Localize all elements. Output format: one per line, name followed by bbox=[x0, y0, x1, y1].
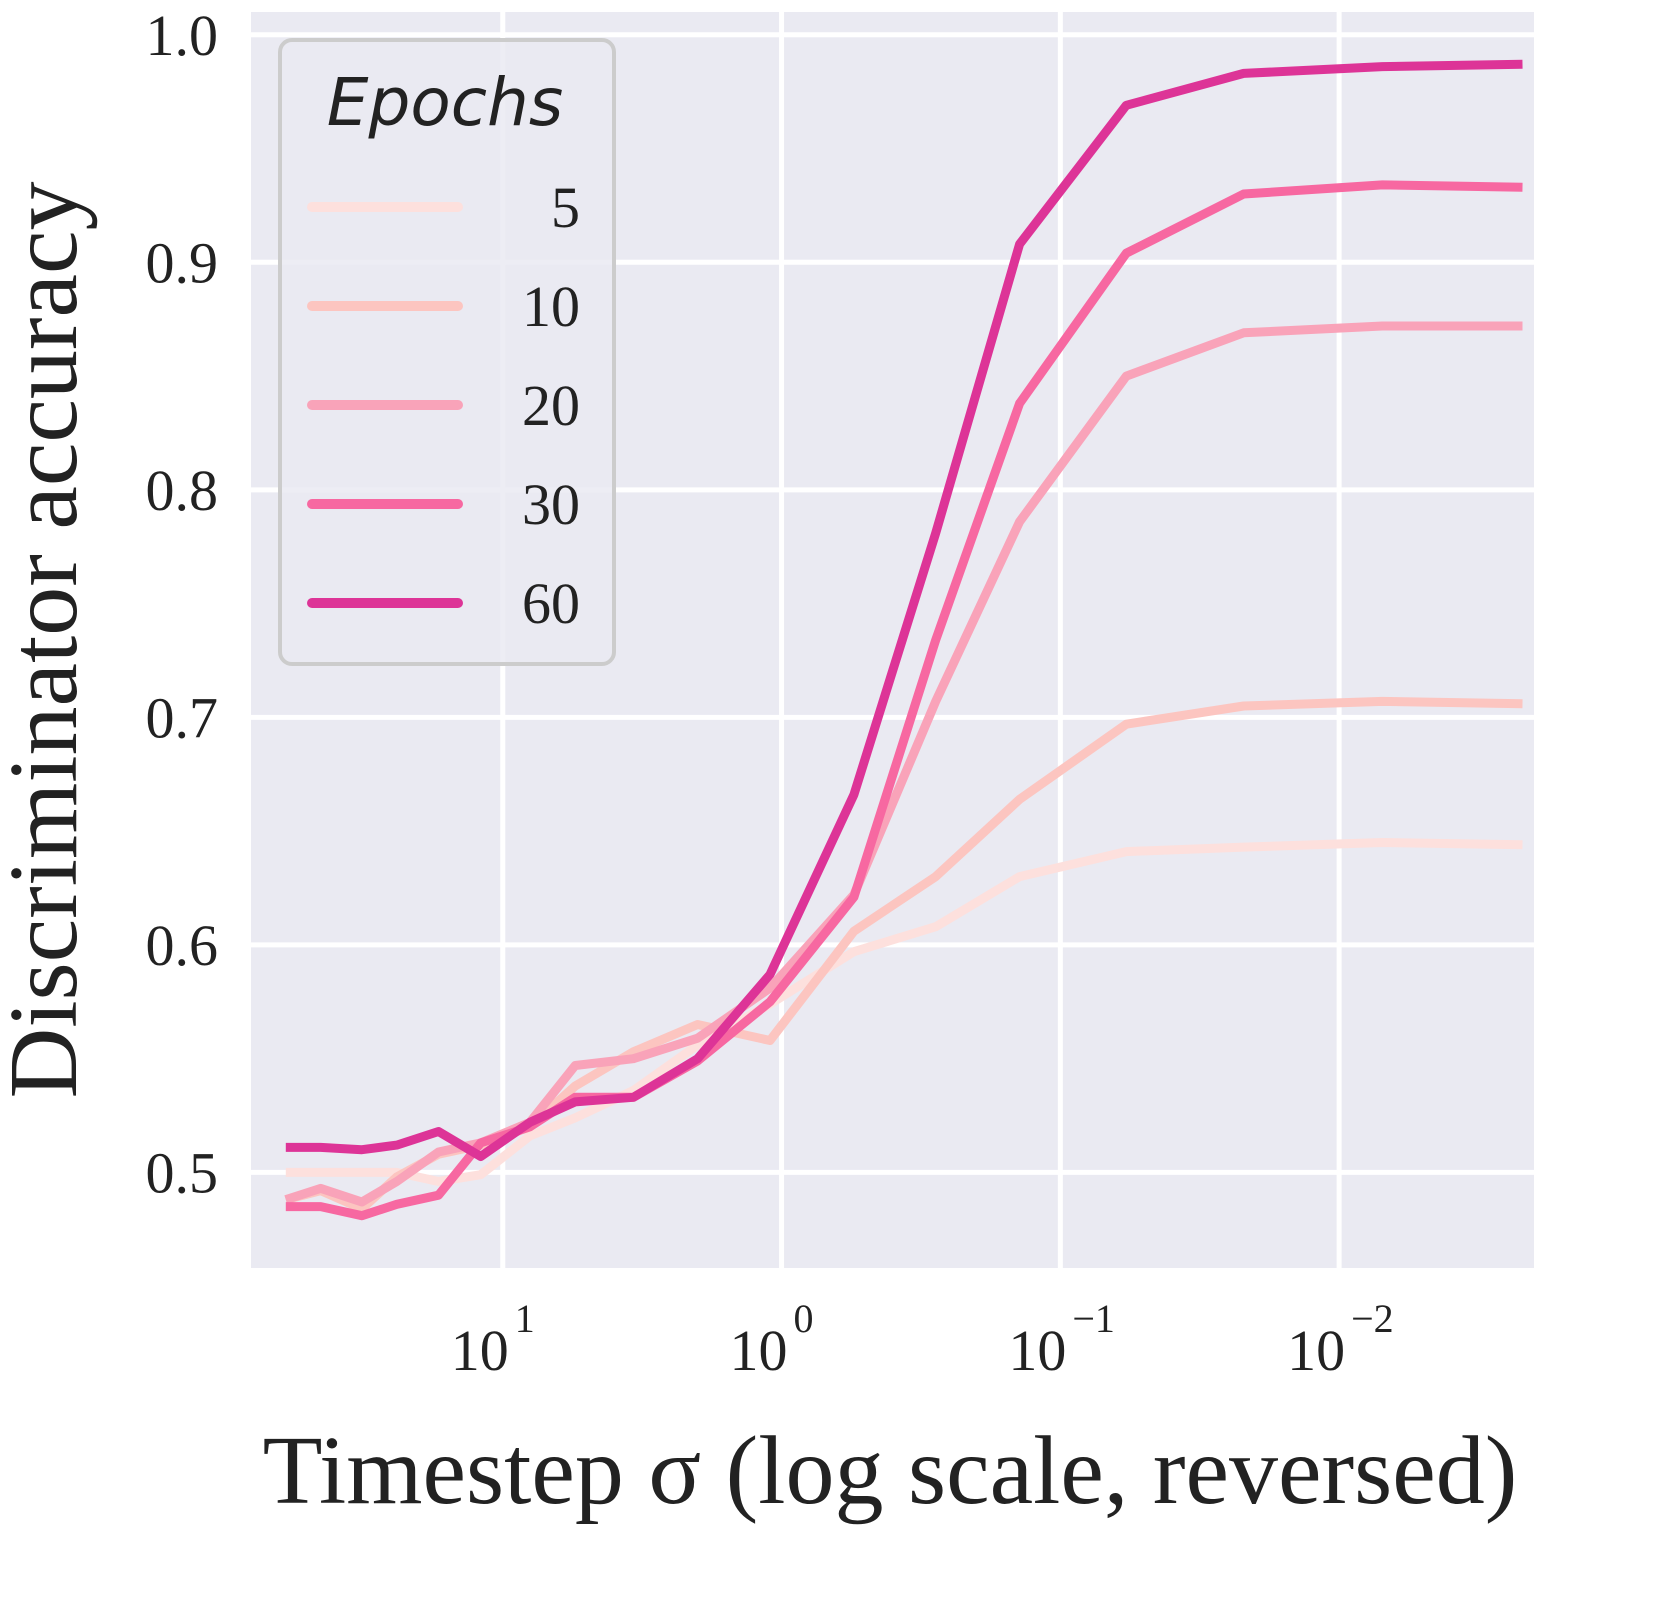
y-tick-label: 0.9 bbox=[146, 230, 219, 295]
y-tick-labels: 0.5 0.6 0.7 0.8 0.9 1.0 bbox=[146, 3, 219, 1206]
x-tick-base: 10 bbox=[451, 1318, 509, 1383]
x-tick-base: 10 bbox=[1287, 1318, 1345, 1383]
legend-entries: 5 10 20 30 60 bbox=[307, 175, 580, 636]
series-lines bbox=[284, 59, 1523, 1221]
y-axis-title: Discriminator accuracy bbox=[0, 182, 98, 1099]
x-tick-exponent: 1 bbox=[515, 1296, 535, 1341]
x-tick-exponent: −2 bbox=[1351, 1296, 1394, 1341]
series-line-60 bbox=[285, 59, 1523, 1161]
y-tick-label: 0.6 bbox=[146, 913, 219, 978]
legend-label-60: 60 bbox=[522, 571, 580, 636]
x-tick-label: 10 −1 bbox=[1008, 1296, 1115, 1383]
legend-label-30: 30 bbox=[522, 472, 580, 537]
y-tick-label: 0.5 bbox=[146, 1140, 219, 1205]
series-line-5 bbox=[285, 838, 1523, 1186]
x-tick-exponent: 0 bbox=[794, 1296, 814, 1341]
x-tick-label: 10 1 bbox=[451, 1296, 535, 1383]
legend-title: Epochs bbox=[327, 64, 563, 141]
series-line-20 bbox=[284, 321, 1523, 1207]
y-tick-label: 0.7 bbox=[146, 685, 219, 750]
y-tick-label: 1.0 bbox=[146, 3, 219, 68]
x-tick-label: 10 −2 bbox=[1287, 1296, 1394, 1383]
x-tick-base: 10 bbox=[1008, 1318, 1066, 1383]
y-tick-label: 0.8 bbox=[146, 458, 219, 523]
legend-label-20: 20 bbox=[522, 373, 580, 438]
x-tick-label: 10 0 bbox=[730, 1296, 814, 1383]
x-tick-labels: 10 1 10 0 10 −1 10 −2 bbox=[451, 1296, 1394, 1383]
legend-label-10: 10 bbox=[522, 274, 580, 339]
legend-label-5: 5 bbox=[551, 175, 580, 240]
x-axis-title: Timestep σ (log scale, reversed) bbox=[263, 1417, 1518, 1525]
x-tick-exponent: −1 bbox=[1072, 1296, 1115, 1341]
x-tick-base: 10 bbox=[730, 1318, 788, 1383]
legend: Epochs 5 10 20 30 60 bbox=[278, 38, 616, 666]
